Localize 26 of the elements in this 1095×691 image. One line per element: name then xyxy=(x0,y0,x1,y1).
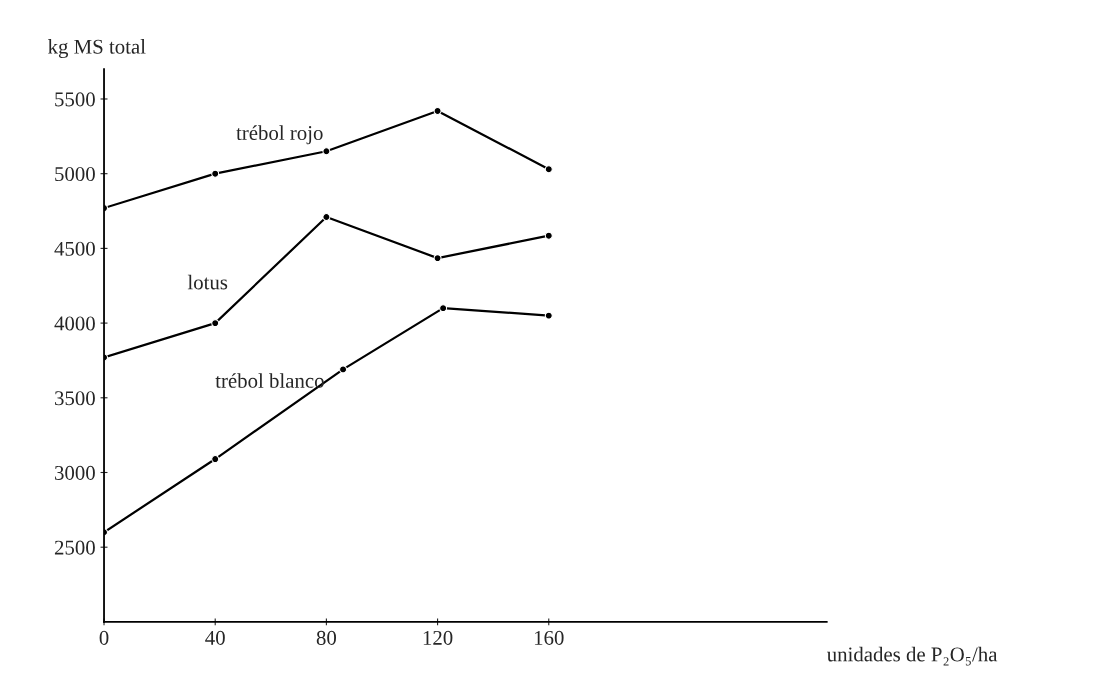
point xyxy=(211,455,220,464)
y-tick-label: 5500 xyxy=(55,92,95,107)
y-tick-label: 3000 xyxy=(55,465,95,480)
point xyxy=(544,165,553,174)
y-tick-label: 3500 xyxy=(55,391,95,406)
y-tick-label: 4000 xyxy=(54,316,95,331)
point xyxy=(322,213,331,221)
x-tick-label: 0 xyxy=(99,630,109,645)
x-tick-label: 80 xyxy=(316,630,337,645)
point xyxy=(339,365,348,374)
series-label: trébol rojo xyxy=(236,125,323,145)
point xyxy=(544,231,553,240)
point xyxy=(211,169,220,178)
y-tick-label: 4500 xyxy=(54,241,95,256)
x-tick-label: 120 xyxy=(423,630,453,645)
x-tick-label: 40 xyxy=(205,630,225,645)
x-axis-title: unidades de P₂O₅/ha xyxy=(827,646,998,666)
x-tick-label: 160 xyxy=(534,630,564,645)
point xyxy=(322,147,331,156)
point xyxy=(433,106,442,115)
y-axis-title: kg MS total xyxy=(48,39,146,59)
y-tick-label: 5000 xyxy=(55,167,95,182)
series-label: lotus xyxy=(187,274,228,290)
series-label: trébol blanco xyxy=(215,373,324,388)
point xyxy=(544,311,553,320)
y-tick-label: 2500 xyxy=(54,540,95,555)
